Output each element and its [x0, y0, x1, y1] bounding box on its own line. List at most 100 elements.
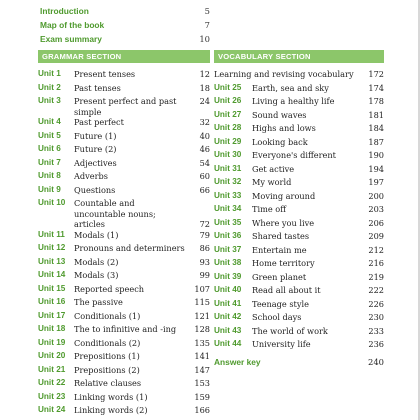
unit-page-number: 18: [199, 82, 210, 93]
front-matter-item[interactable]: Exam summary 10: [40, 32, 210, 46]
unit-row[interactable]: Unit 36 Shared tastes 209: [214, 231, 384, 245]
unit-number: Unit 5: [38, 130, 61, 140]
unit-page-number: 12: [199, 69, 210, 79]
unit-row[interactable]: Unit 37 Entertain me 212: [214, 245, 384, 259]
unit-row[interactable]: Unit 3 Present perfect and past simple 24: [38, 96, 210, 117]
front-matter-item[interactable]: Introduction 5: [40, 4, 210, 18]
answer-key-row[interactable]: Answer key 240: [214, 355, 384, 369]
unit-page-number: 187: [368, 136, 384, 147]
unit-page-number: 184: [368, 123, 384, 133]
unit-number: Unit 6: [38, 144, 61, 153]
unit-row[interactable]: Unit 9 Questions 66: [38, 185, 210, 199]
unit-title: Living a healthy life: [252, 96, 335, 106]
unit-number: Unit 35: [214, 217, 242, 227]
vocabulary-section: VOCABULARY SECTION Learning and revising…: [214, 50, 384, 369]
unit-row[interactable]: Unit 20 Prepositions (1) 141: [38, 351, 210, 365]
unit-row[interactable]: Unit 23 Linking words (1) 159: [38, 392, 210, 406]
unit-number: Unit 21: [38, 364, 66, 374]
unit-page-number: 178: [368, 96, 384, 106]
unit-row[interactable]: Unit 8 Adverbs 60: [38, 171, 210, 185]
unit-page-number: 24: [199, 96, 210, 106]
unit-title: Looking back: [252, 136, 308, 147]
unit-row[interactable]: Unit 14 Modals (3) 99: [38, 270, 210, 284]
unit-row[interactable]: Unit 10 Countable and uncountable nouns; …: [38, 198, 210, 230]
unit-title: Entertain me: [252, 244, 307, 255]
unit-row[interactable]: Unit 1 Present tenses 12: [38, 69, 210, 83]
unit-number: Unit 17: [38, 310, 66, 320]
unit-title: Reported speech: [74, 283, 145, 294]
unit-row[interactable]: Unit 7 Adjectives 54: [38, 158, 210, 172]
unit-row[interactable]: Unit 35 Where you live 206: [214, 218, 384, 232]
unit-row[interactable]: Unit 19 Conditionals (2) 135: [38, 338, 210, 352]
unit-row[interactable]: Unit 44 University life 236: [214, 339, 384, 353]
unit-row[interactable]: Unit 15 Reported speech 107: [38, 284, 210, 298]
unit-number: Unit 15: [38, 283, 66, 293]
unit-row[interactable]: Unit 27 Sound waves 181: [214, 110, 384, 124]
unit-title: Modals (3): [74, 270, 119, 280]
unit-number: Unit 13: [38, 256, 66, 266]
unit-number: Unit 34: [214, 204, 242, 213]
unit-page-number: 40: [199, 130, 210, 141]
unit-row[interactable]: Unit 28 Highs and lows 184: [214, 123, 384, 137]
unit-row[interactable]: Unit 5 Future (1) 40: [38, 131, 210, 145]
unit-number: Unit 14: [38, 270, 66, 279]
unit-title: Everyone's different: [252, 150, 336, 160]
unit-page-number: 216: [368, 258, 384, 268]
front-matter-links: Introduction 5 Map of the book 7 Exam su…: [40, 4, 210, 46]
unit-page-number: 236: [368, 339, 384, 349]
unit-title: The world of work: [252, 325, 328, 336]
unit-page-number: 72: [199, 219, 210, 229]
unit-row[interactable]: Unit 29 Looking back 187: [214, 137, 384, 151]
unit-row[interactable]: Unit 34 Time off 203: [214, 204, 384, 218]
unit-page-number: 209: [368, 231, 384, 241]
unit-row[interactable]: Unit 2 Past tenses 18: [38, 83, 210, 97]
unit-page-number: 159: [194, 391, 210, 402]
unit-row[interactable]: Unit 32 My world 197: [214, 177, 384, 191]
unit-row[interactable]: Unit 11 Modals (1) 79: [38, 230, 210, 244]
grammar-section-header: GRAMMAR SECTION: [38, 50, 210, 63]
unit-page-number: 86: [199, 243, 210, 253]
unit-number: Unit 24: [38, 405, 66, 414]
vocabulary-section-header: VOCABULARY SECTION: [214, 50, 384, 63]
unit-title: Time off: [252, 204, 287, 214]
unit-row[interactable]: Unit 25 Earth, sea and sky 174: [214, 83, 384, 97]
vocabulary-intro-row[interactable]: Learning and revising vocabulary 172: [214, 69, 384, 83]
unit-row[interactable]: Unit 31 Get active 194: [214, 164, 384, 178]
unit-page-number: 107: [194, 283, 210, 294]
unit-number: Unit 37: [214, 244, 242, 254]
unit-page-number: 181: [368, 109, 384, 120]
unit-row[interactable]: Unit 33 Moving around 200: [214, 191, 384, 205]
unit-title: School days: [252, 312, 302, 322]
unit-row[interactable]: Unit 43 The world of work 233: [214, 326, 384, 340]
unit-number: Unit 39: [214, 271, 242, 281]
unit-row[interactable]: Unit 22 Relative clauses 153: [38, 378, 210, 392]
unit-row[interactable]: Unit 18 The to infinitive and -ing 128: [38, 324, 210, 338]
unit-number: Unit 27: [214, 109, 242, 119]
unit-number: Unit 12: [38, 243, 66, 252]
unit-number: Unit 23: [38, 391, 66, 401]
unit-page-number: 115: [194, 297, 210, 307]
unit-row[interactable]: Unit 38 Home territory 216: [214, 258, 384, 272]
front-matter-page: 10: [199, 34, 210, 44]
unit-row[interactable]: Unit 21 Prepositions (2) 147: [38, 365, 210, 379]
unit-number: Unit 36: [214, 231, 242, 240]
unit-row[interactable]: Unit 41 Teenage style 226: [214, 299, 384, 313]
unit-row[interactable]: Unit 17 Conditionals (1) 121: [38, 311, 210, 325]
unit-row[interactable]: Unit 39 Green planet 219: [214, 272, 384, 286]
unit-row[interactable]: Unit 12 Pronouns and determiners 86: [38, 243, 210, 257]
unit-title: Linking words (2): [74, 405, 148, 415]
unit-number: Unit 9: [38, 184, 61, 194]
unit-row[interactable]: Unit 42 School days 230: [214, 312, 384, 326]
unit-page-number: 66: [199, 184, 210, 195]
unit-row[interactable]: Unit 4 Past perfect 32: [38, 117, 210, 131]
unit-row[interactable]: Unit 13 Modals (2) 93: [38, 257, 210, 271]
front-matter-item[interactable]: Map of the book 7: [40, 18, 210, 32]
unit-number: Unit 43: [214, 325, 242, 335]
unit-row[interactable]: Unit 40 Read all about it 222: [214, 285, 384, 299]
unit-title: Countable and uncountable nouns; article…: [74, 198, 156, 229]
unit-row[interactable]: Unit 16 The passive 115: [38, 297, 210, 311]
unit-row[interactable]: Unit 24 Linking words (2) 166: [38, 405, 210, 419]
unit-row[interactable]: Unit 6 Future (2) 46: [38, 144, 210, 158]
unit-row[interactable]: Unit 30 Everyone's different 190: [214, 150, 384, 164]
unit-row[interactable]: Unit 26 Living a healthy life 178: [214, 96, 384, 110]
